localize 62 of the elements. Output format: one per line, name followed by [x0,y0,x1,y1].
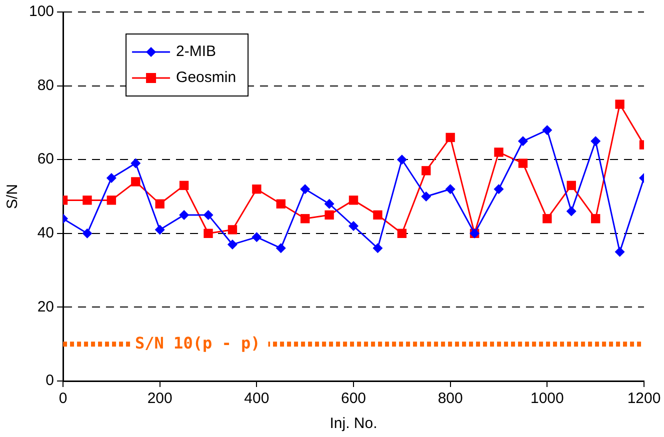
y-tick-label: 100 [28,3,54,20]
point [348,196,358,205]
point [204,228,213,238]
x-tick-label: 1200 [627,390,661,408]
point [494,148,504,157]
point [348,221,359,232]
point [396,154,407,165]
point [252,232,262,242]
x-tick-label: 800 [438,390,463,408]
y-tick-label: 80 [37,76,54,94]
point [324,210,334,220]
point [445,184,456,194]
point [82,228,92,238]
y-axis-title: S/N [4,184,22,210]
point [179,210,190,220]
point [155,199,164,208]
point [397,228,407,238]
point [106,196,116,205]
point [614,246,625,257]
point [276,199,286,208]
point [518,158,528,168]
point [372,243,383,254]
point [276,243,286,254]
point [542,214,552,224]
point [82,196,92,205]
x-axis-title: Inj. No. [330,415,378,432]
point [518,136,528,146]
y-tick-label: 60 [37,150,54,168]
x-tick-label: 0 [58,390,68,408]
point [203,210,214,220]
legend-label: 2-MIB [176,43,216,60]
ref-line-label: S/N 10(p - p) [135,333,260,352]
point [324,198,334,209]
point [590,214,600,224]
point [300,184,310,194]
point [228,225,238,234]
y-tick-label: 0 [46,372,54,390]
point [300,214,310,224]
point [252,184,262,194]
point [590,136,601,146]
y-tick-label: 20 [37,298,54,316]
x-tick-label: 600 [341,390,366,408]
point [227,239,238,250]
point [542,125,552,136]
point [131,177,140,186]
x-tick-label: 400 [244,390,270,408]
point [421,192,432,202]
y-tick-label: 40 [37,224,54,242]
point [446,132,455,142]
x-tick-label: 200 [147,390,172,408]
point [154,224,165,235]
point [179,180,189,190]
point [106,173,116,184]
legend-label: Geosmin [176,69,236,86]
point [615,100,624,109]
point [566,206,576,216]
x-tick-label: 1000 [530,390,564,408]
point [373,210,382,220]
point [566,180,576,190]
point [422,166,431,176]
point [130,158,141,168]
point [494,184,504,194]
